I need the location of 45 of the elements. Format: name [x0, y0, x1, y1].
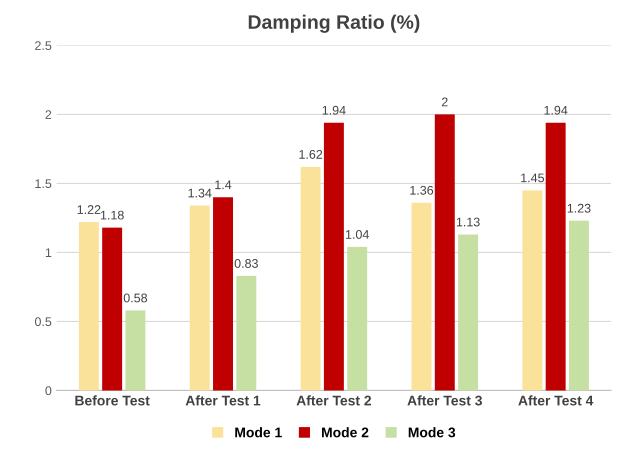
data-label: 1.22 [78, 205, 100, 214]
legend-label: Mode 3 [408, 427, 456, 438]
data-label: 1.94 [544, 106, 568, 115]
x-tick-label: After Test 4 [518, 395, 594, 406]
y-tick-label: 1 [46, 248, 52, 257]
data-label: 1.36 [410, 186, 434, 195]
data-label: 1.18 [100, 210, 124, 220]
data-label: 1.4 [215, 180, 232, 190]
data-label: 1.23 [568, 204, 591, 213]
bar [102, 228, 122, 390]
data-label: 1.13 [456, 218, 480, 226]
x-tick-label: After Test 1 [186, 395, 260, 406]
bar [546, 122, 566, 390]
bar [522, 190, 542, 390]
y-tick-label: 2 [46, 110, 52, 119]
data-label: 0.83 [234, 259, 258, 268]
bar [434, 114, 455, 390]
data-label: 1.94 [322, 106, 346, 115]
y-tick-label: 2.5 [35, 41, 52, 50]
y-tick-label: 0 [45, 386, 52, 396]
bar [324, 122, 344, 390]
x-tick-label: Before Test [75, 395, 150, 406]
data-label: 1.62 [299, 150, 322, 159]
bar [412, 202, 432, 390]
bar [568, 220, 589, 390]
bar [190, 206, 210, 390]
data-label: 0.58 [124, 294, 148, 302]
x-tick-label: After Test 3 [407, 395, 482, 406]
legend-label: Mode 2 [322, 427, 368, 438]
data-label: 1.04 [346, 230, 369, 239]
y-tick-label: 1.5 [35, 179, 52, 188]
bar [300, 166, 321, 390]
chart-title: Damping Ratio (%) [248, 14, 420, 33]
bar [458, 234, 478, 390]
bar [236, 276, 256, 390]
bar [347, 246, 368, 390]
data-label: 1.45 [521, 174, 544, 182]
bar [125, 310, 146, 390]
data-label: 1.34 [188, 188, 212, 198]
y-tick-label: 0.5 [34, 317, 52, 326]
x-tick-label: After Test 2 [296, 395, 372, 406]
legend-label: Mode 1 [235, 427, 282, 438]
bar [78, 222, 99, 390]
data-label: 2 [442, 98, 448, 106]
bar [213, 197, 233, 390]
